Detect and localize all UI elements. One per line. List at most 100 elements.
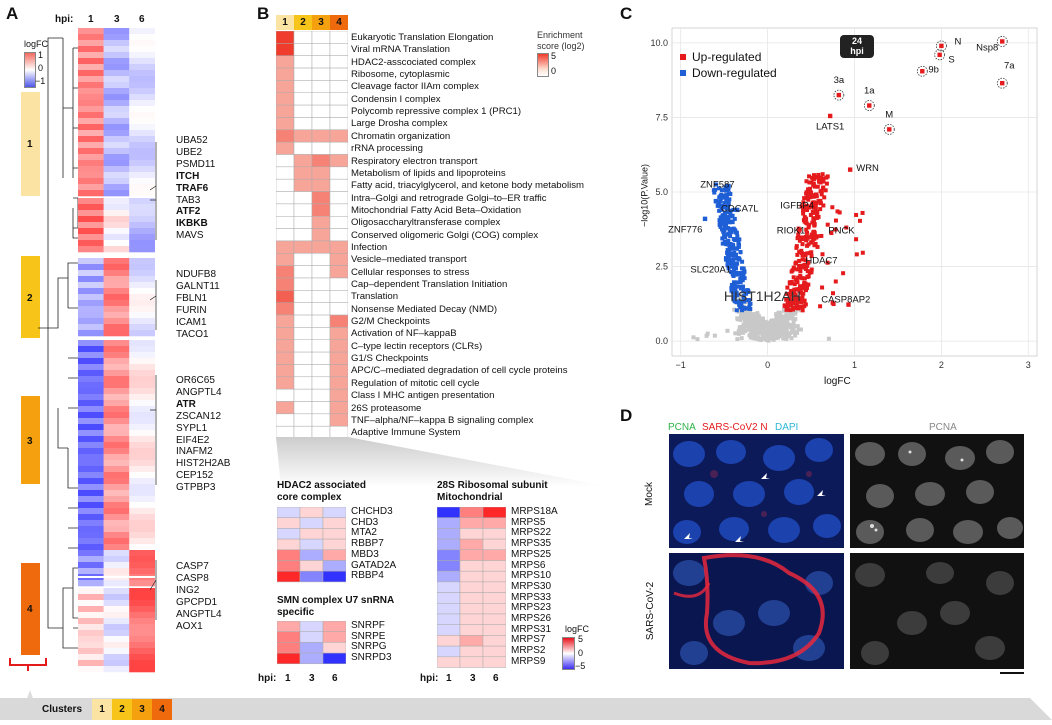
enrichment-cell	[329, 302, 348, 316]
heatmap-a-cell	[103, 358, 130, 365]
small-heatmap-cell	[299, 631, 324, 643]
point-ns	[772, 319, 777, 324]
point-up	[860, 250, 865, 255]
cluster-legend: 1 2 3 4	[92, 699, 172, 720]
point-up	[812, 234, 817, 239]
enrichment-cell	[293, 376, 313, 390]
heatmap-a-cell	[129, 508, 155, 515]
point-up	[800, 308, 805, 313]
cluster-label-4: 4	[27, 604, 33, 615]
heatmap-a-cell	[129, 258, 155, 265]
enrichment-cell	[311, 67, 331, 81]
term-label: C–type lectin receptors (CLRs)	[351, 340, 483, 352]
point-up	[813, 210, 818, 215]
small-heatmap-cell	[482, 592, 506, 604]
channel-pcna: PCNA	[668, 422, 696, 433]
point-up	[854, 237, 859, 242]
enrichment-cell	[276, 216, 295, 229]
small-heatmap-cell	[299, 507, 324, 518]
point-ns	[750, 320, 755, 325]
point-down	[713, 199, 718, 204]
point-ns	[789, 336, 794, 341]
small-heatmap-cell	[437, 560, 461, 572]
small-heatmap-cell	[277, 528, 301, 540]
enrichment-cell	[276, 364, 295, 378]
term-label: Infection	[351, 241, 388, 253]
heatmap-a-cell	[103, 418, 130, 425]
heatmap-a-cell	[78, 210, 104, 217]
point-down	[716, 201, 721, 206]
point-up	[825, 222, 830, 227]
point-down	[729, 219, 734, 224]
small-heatmap-cell	[299, 517, 324, 529]
heatmap-a-cell	[103, 538, 130, 545]
heatmap-a-cell	[103, 502, 130, 509]
term-label: Intra–Golgi and retrograde Golgi–to–ER t…	[351, 192, 547, 204]
point-up	[806, 260, 811, 265]
heatmap-a-cell	[78, 94, 104, 101]
term-label: G2/M Checkpoints	[351, 316, 430, 328]
small-heatmap-cell	[277, 549, 301, 561]
b-logfc-tick-neg5: −5	[575, 661, 586, 671]
enrichment-cell	[329, 314, 348, 328]
hdac2-title: HDAC2 associated core complex	[277, 480, 366, 503]
small-heatmap-cell	[437, 635, 461, 647]
point-up	[788, 288, 793, 293]
point-up	[804, 191, 809, 196]
cluster-bar-3	[21, 396, 40, 484]
point-ns	[778, 316, 783, 321]
heatmap-a-cell	[129, 358, 155, 365]
point-down	[724, 206, 729, 211]
point-ns	[783, 317, 788, 322]
heatmap-a-cell	[103, 484, 130, 491]
point-down	[730, 283, 735, 288]
enrichment-cell	[311, 203, 331, 217]
small-heatmap-cell	[299, 570, 324, 583]
heatmap-a-cell	[103, 276, 130, 283]
point-up	[816, 214, 821, 219]
term-label: Oligosaccharyltransferase complex	[351, 217, 501, 229]
heatmap-a-cell	[129, 424, 155, 431]
point-down	[739, 278, 744, 283]
point-down	[717, 220, 722, 225]
point-down	[725, 220, 730, 225]
heatmap-a-cell	[129, 178, 155, 185]
heatmap-a-cell	[129, 562, 155, 569]
point-ns	[738, 296, 743, 301]
heatmap-a-cell	[129, 318, 155, 325]
heatmap-a-cell	[103, 228, 130, 235]
small-heatmap-cell	[459, 603, 484, 615]
heatmap-a-separator	[78, 256, 155, 258]
point-up	[795, 278, 800, 283]
point-ns	[742, 325, 747, 330]
heatmap-a-cell	[78, 556, 104, 563]
small-heatmap-cell	[482, 528, 506, 540]
small-heatmap-cell	[437, 581, 461, 593]
heatmap-a-cell	[78, 324, 104, 331]
enrichment-cell	[293, 253, 313, 266]
small-heatmap-cell	[459, 613, 484, 625]
point-ns	[760, 317, 765, 322]
enrichment-cell	[293, 240, 313, 254]
enrichment-cell	[293, 31, 313, 44]
heatmap-a-cell	[129, 568, 155, 575]
enrichment-cell	[329, 265, 348, 279]
point-down	[730, 286, 735, 291]
point-up	[788, 308, 793, 313]
point-down	[748, 301, 753, 306]
point-down	[742, 299, 747, 304]
heatmap-a-cell	[129, 106, 155, 113]
gene-label: CASP7	[176, 561, 209, 572]
term-label: Activation of NF–kappaB	[351, 328, 457, 340]
heatmap-a-cell	[78, 58, 104, 65]
heatmap-a-cell	[103, 52, 130, 59]
point-up	[818, 304, 823, 309]
small-heatmap-cell	[299, 538, 324, 551]
heatmap-a-cell	[78, 340, 104, 347]
point-down	[730, 242, 735, 247]
point-up	[807, 186, 812, 191]
point-down	[725, 226, 730, 231]
point-down	[721, 213, 726, 218]
point-up	[815, 209, 820, 214]
heatmap-a-cell	[78, 240, 104, 247]
